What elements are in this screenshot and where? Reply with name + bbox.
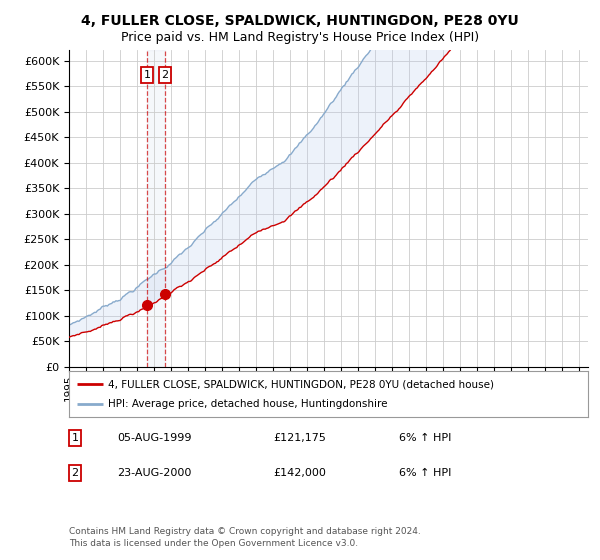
Text: £121,175: £121,175 xyxy=(273,433,326,443)
Text: Price paid vs. HM Land Registry's House Price Index (HPI): Price paid vs. HM Land Registry's House … xyxy=(121,31,479,44)
Text: 6% ↑ HPI: 6% ↑ HPI xyxy=(399,468,451,478)
Text: 4, FULLER CLOSE, SPALDWICK, HUNTINGDON, PE28 0YU: 4, FULLER CLOSE, SPALDWICK, HUNTINGDON, … xyxy=(81,14,519,28)
Text: 23-AUG-2000: 23-AUG-2000 xyxy=(117,468,191,478)
Text: £142,000: £142,000 xyxy=(273,468,326,478)
Bar xyxy=(147,50,165,367)
Text: 1: 1 xyxy=(143,70,151,80)
Text: 4, FULLER CLOSE, SPALDWICK, HUNTINGDON, PE28 0YU (detached house): 4, FULLER CLOSE, SPALDWICK, HUNTINGDON, … xyxy=(108,379,494,389)
Text: HPI: Average price, detached house, Huntingdonshire: HPI: Average price, detached house, Hunt… xyxy=(108,399,388,409)
Text: 2: 2 xyxy=(161,70,169,80)
Text: 1: 1 xyxy=(71,433,79,443)
Text: 2: 2 xyxy=(71,468,79,478)
Text: 05-AUG-1999: 05-AUG-1999 xyxy=(117,433,191,443)
Text: Contains HM Land Registry data © Crown copyright and database right 2024.
This d: Contains HM Land Registry data © Crown c… xyxy=(69,527,421,548)
Text: 6% ↑ HPI: 6% ↑ HPI xyxy=(399,433,451,443)
